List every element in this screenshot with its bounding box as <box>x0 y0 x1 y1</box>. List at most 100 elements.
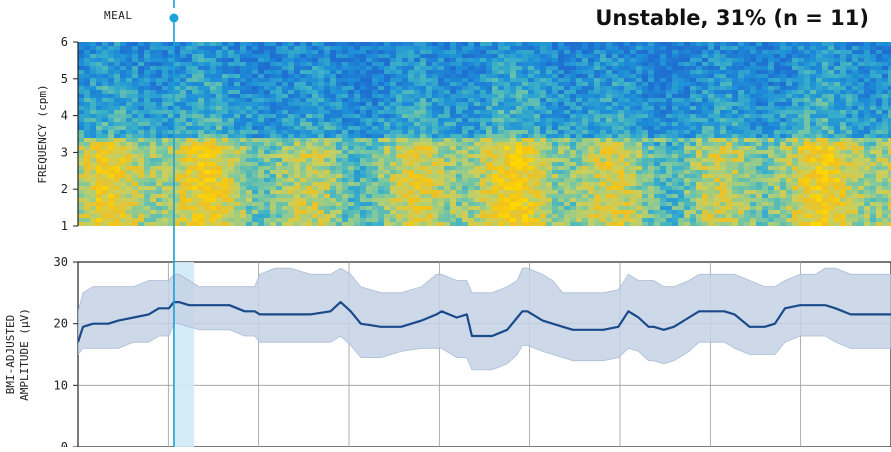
heatmap-cell <box>138 102 145 107</box>
heatmap-cell <box>96 182 103 187</box>
heatmap-cell <box>540 206 547 211</box>
heatmap-cell <box>480 122 487 127</box>
heatmap-cell <box>234 94 241 99</box>
heatmap-cell <box>552 110 559 115</box>
heatmap-cell <box>126 218 133 223</box>
heatmap-cell <box>342 222 349 226</box>
heatmap-cell <box>216 206 223 211</box>
heatmap-cell <box>612 134 619 139</box>
heatmap-cell <box>654 142 661 147</box>
heatmap-cell <box>654 134 661 139</box>
heatmap-cell <box>252 102 259 107</box>
heatmap-cell <box>450 206 457 211</box>
heatmap-cell <box>648 186 655 191</box>
heatmap-cell <box>474 206 481 211</box>
heatmap-cell <box>678 50 685 55</box>
heatmap-cell <box>684 114 691 119</box>
heatmap-cell <box>204 106 211 111</box>
heatmap-cell <box>456 134 463 139</box>
heatmap-cell <box>504 94 511 99</box>
heatmap-cell <box>192 50 199 55</box>
heatmap-cell <box>444 118 451 123</box>
heatmap-cell <box>168 74 175 79</box>
heatmap-cell <box>84 98 91 103</box>
heatmap-cell <box>324 94 331 99</box>
heatmap-cell <box>582 182 589 187</box>
heatmap-cell <box>108 206 115 211</box>
heatmap-cell <box>126 98 133 103</box>
heatmap-cell <box>714 90 721 95</box>
heatmap-cell <box>576 114 583 119</box>
heatmap-cell <box>192 90 199 95</box>
heatmap-cell <box>462 194 469 199</box>
heatmap-cell <box>288 110 295 115</box>
heatmap-cell <box>720 98 727 103</box>
heatmap-cell <box>408 166 415 171</box>
heatmap-cell <box>510 106 517 111</box>
heatmap-cell <box>696 202 703 207</box>
heatmap-cell <box>672 202 679 207</box>
heatmap-cell <box>432 162 439 167</box>
heatmap-cell <box>612 206 619 211</box>
heatmap-cell <box>306 170 313 175</box>
heatmap-cell <box>342 54 349 59</box>
heatmap-cell <box>288 146 295 151</box>
heatmap-cell <box>294 166 301 171</box>
heatmap-cell <box>702 118 709 123</box>
heatmap-cell <box>402 78 409 83</box>
heatmap-cell <box>84 90 91 95</box>
heatmap-cell <box>126 154 133 159</box>
heatmap-cell <box>264 190 271 195</box>
heatmap-cell <box>576 158 583 163</box>
heatmap-cell <box>426 134 433 139</box>
heatmap-cell <box>366 82 373 87</box>
heatmap-cell <box>630 130 637 135</box>
heatmap-cell <box>702 214 709 219</box>
heatmap-cell <box>96 222 103 226</box>
heatmap-cell <box>120 174 127 179</box>
heatmap-cell <box>330 42 337 47</box>
heatmap-cell <box>390 218 397 223</box>
heatmap-cell <box>630 198 637 203</box>
heatmap-cell <box>144 62 151 67</box>
heatmap-cell <box>96 46 103 51</box>
heatmap-cell <box>684 102 691 107</box>
heatmap-cell <box>684 194 691 199</box>
heatmap-cell <box>534 106 541 111</box>
heatmap-cell <box>318 186 325 191</box>
heatmap-cell <box>600 158 607 163</box>
heatmap-cell <box>264 90 271 95</box>
heatmap-cell <box>582 222 589 226</box>
heatmap-cell <box>450 142 457 147</box>
heatmap-cell <box>480 134 487 139</box>
heatmap-cell <box>696 46 703 51</box>
heatmap-cell <box>108 122 115 127</box>
heatmap-cell <box>84 142 91 147</box>
heatmap-cell <box>552 86 559 91</box>
heatmap-cell <box>624 94 631 99</box>
heatmap-cell <box>510 94 517 99</box>
heatmap-cell <box>600 150 607 155</box>
heatmap-cell <box>168 166 175 171</box>
heatmap-cell <box>294 146 301 151</box>
heatmap-cell <box>396 162 403 167</box>
heatmap-cell <box>408 114 415 119</box>
heatmap-cell <box>708 170 715 175</box>
heatmap-cell <box>222 118 229 123</box>
heatmap-cell <box>696 222 703 226</box>
heatmap-cell <box>264 114 271 119</box>
heatmap-cell <box>636 122 643 127</box>
heatmap-cell <box>612 158 619 163</box>
heatmap-cell <box>684 170 691 175</box>
heatmap-cell <box>402 138 409 143</box>
heatmap-cell <box>102 198 109 203</box>
heatmap-cell <box>192 190 199 195</box>
heatmap-cell <box>126 90 133 95</box>
heatmap-cell <box>162 206 169 211</box>
heatmap-cell <box>672 130 679 135</box>
heatmap-cell <box>186 166 193 171</box>
heatmap-cell <box>210 158 217 163</box>
heatmap-cell <box>120 74 127 79</box>
heatmap-cell <box>102 118 109 123</box>
heatmap-cell <box>426 202 433 207</box>
